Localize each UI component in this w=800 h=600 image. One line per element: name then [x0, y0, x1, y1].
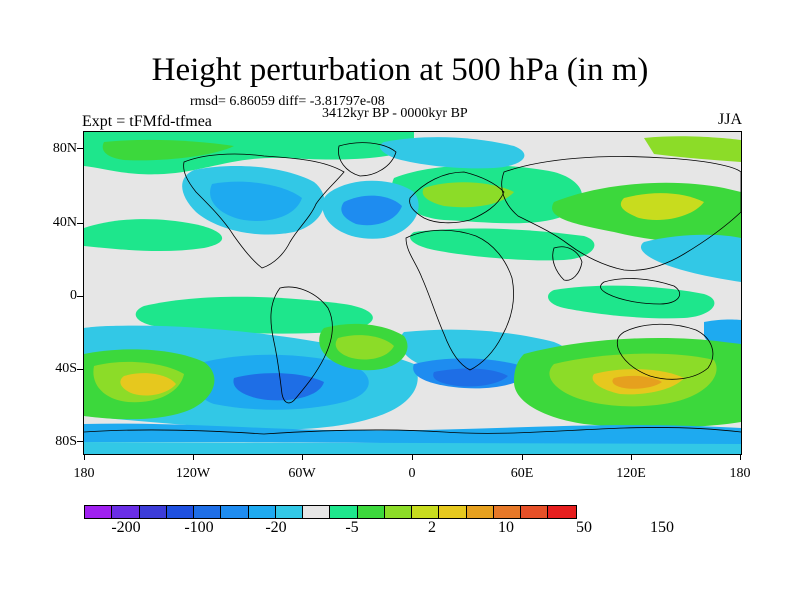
lon-tick-120e [631, 454, 632, 460]
experiment-label: Expt = tFMfd-tfmea [82, 113, 212, 130]
colorbar-label-10: 10 [498, 519, 514, 536]
lon-label-180-right: 180 [729, 466, 751, 481]
lon-label-60e: 60E [510, 466, 534, 481]
contour-sh-negative-6 [433, 368, 508, 387]
colorbar-swatch-1 [112, 506, 140, 518]
contour-atl-negative-2 [341, 195, 402, 226]
contour-mid-nh-2 [410, 228, 595, 261]
colorbar-swatch-7 [275, 506, 303, 518]
colorbar-label-150: 150 [650, 519, 674, 536]
colorbar-label-neg5: -5 [345, 519, 359, 536]
lon-tick-60w [302, 454, 303, 460]
coastline-india [552, 246, 583, 281]
lon-label-180-left: 180 [73, 466, 95, 481]
plot-title: Height perturbation at 500 hPa (in m) [151, 52, 649, 88]
colorbar-label-2: 2 [428, 519, 436, 536]
lat-tick-40s [77, 369, 83, 370]
coastline-antarctica [84, 427, 741, 435]
contour-satl-positive-2 [335, 335, 394, 360]
colorbar-swatch-4 [194, 506, 222, 518]
contour-mid-nh [84, 219, 223, 252]
lat-tick-80n [77, 148, 83, 149]
period-text: 3412kyr BP - 0000kyr BP [322, 106, 468, 121]
contour-antarctic [84, 423, 741, 447]
coastline-europe [409, 171, 505, 224]
season-label: JJA [717, 111, 742, 128]
colorbar-swatch-0 [85, 506, 113, 518]
contour-indian-positive-4 [612, 375, 662, 389]
contour-map [83, 131, 742, 455]
lat-label-40s: 40S [55, 361, 77, 376]
colorbar-swatch-5 [221, 506, 249, 518]
colorbar [84, 505, 577, 519]
contour-tropics [135, 296, 373, 334]
contour-pacific-negative [640, 234, 741, 282]
coastline-africa [405, 229, 514, 371]
contour-eurasia-core [422, 182, 514, 208]
colorbar-swatch-16 [521, 506, 549, 518]
contour-nh-positive-3 [644, 136, 741, 162]
lon-label-120e: 120E [616, 466, 646, 481]
lon-tick-120w [193, 454, 194, 460]
lat-label-0: 0 [70, 288, 77, 303]
contour-sh-positive-3 [120, 373, 176, 396]
colorbar-swatch-11 [384, 506, 412, 518]
contour-sh-negative-7 [84, 325, 174, 351]
contour-tropics-2 [548, 285, 715, 319]
colorbar-swatch-8 [303, 506, 331, 518]
lon-tick-0 [412, 454, 413, 460]
colorbar-swatch-15 [493, 506, 521, 518]
colorbar-label-neg200: -200 [111, 519, 141, 536]
contour-antarctic-2 [84, 442, 741, 454]
lon-label-0: 0 [408, 466, 416, 481]
colorbar-swatch-9 [330, 506, 358, 518]
colorbar-swatch-3 [166, 506, 194, 518]
lat-tick-40n [77, 223, 83, 224]
coastline-south-america [270, 286, 333, 404]
lat-label-40n: 40N [52, 215, 77, 230]
lat-tick-80s [77, 441, 83, 442]
coastline-north-america [183, 153, 345, 269]
colorbar-label-neg20: -20 [265, 519, 287, 536]
coastlines [84, 142, 741, 435]
lon-tick-180w [84, 454, 85, 460]
contour-na-negative-2 [210, 181, 302, 222]
coastline-australia [616, 323, 714, 380]
coastline-greenland [338, 142, 397, 177]
map-canvas [84, 132, 741, 454]
coastline-asia [501, 156, 741, 271]
stats-text: rmsd= 6.86059 diff= -3.81797e-08 [190, 94, 385, 109]
colorbar-swatch-6 [248, 506, 276, 518]
colorbar-label-neg100: -100 [184, 519, 214, 536]
contour-sh-negative-3 [233, 373, 324, 401]
lat-tick-0 [77, 296, 83, 297]
colorbar-swatch-10 [357, 506, 385, 518]
lon-label-60w: 60W [288, 466, 316, 481]
contour-arctic-negative [379, 137, 525, 169]
lon-tick-60e [522, 454, 523, 460]
lat-label-80n: 80N [52, 141, 77, 156]
lat-label-80s: 80S [55, 434, 77, 449]
colorbar-swatch-13 [439, 506, 467, 518]
colorbar-swatch-14 [466, 506, 494, 518]
contour-asia-core [620, 193, 704, 221]
colorbar-label-50: 50 [576, 519, 592, 536]
colorbar-swatch-2 [139, 506, 167, 518]
colorbar-swatch-17 [548, 506, 576, 518]
lon-label-120w: 120W [175, 466, 211, 481]
lon-tick-180e [740, 454, 741, 460]
colorbar-swatch-12 [412, 506, 440, 518]
coastline-se-asia [600, 278, 680, 305]
contour-nh-positive-2 [102, 139, 235, 161]
